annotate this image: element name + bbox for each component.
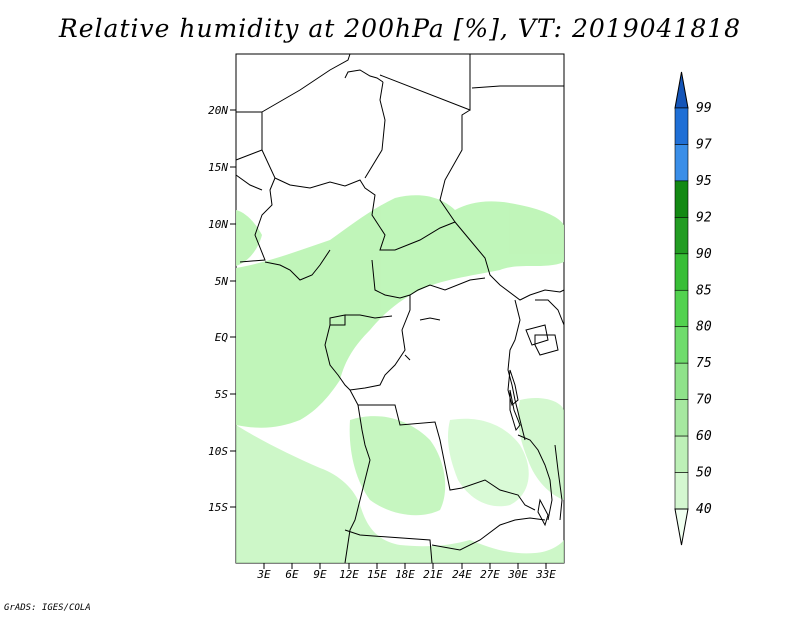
colorbar-level-label: 40 xyxy=(696,502,712,517)
colorbar-level-label: 75 xyxy=(696,356,712,371)
longitude-axis: 3E 6E 9E 12E 15E 18E 21E 24E 27E 30E 33E xyxy=(256,563,556,581)
colorbar-swatch xyxy=(674,253,689,291)
credit-text: GrADS: IGES/COLA xyxy=(4,603,91,613)
lon-tick-label: 9E xyxy=(313,568,327,581)
lat-tick-label: 5S xyxy=(215,388,229,401)
colorbar-level-label: 80 xyxy=(696,320,712,335)
lon-tick-label: 6E xyxy=(285,568,299,581)
lon-tick-label: 33E xyxy=(535,568,556,581)
map-panel xyxy=(235,53,565,564)
colorbar-swatch xyxy=(674,362,689,400)
colorbar-level-label: 85 xyxy=(696,283,712,298)
colorbar-swatch xyxy=(674,326,689,364)
lon-tick-label: 27E xyxy=(480,568,500,581)
colorbar-bottom-arrow xyxy=(674,508,689,546)
lat-tick-label: 5N xyxy=(215,275,229,288)
lon-tick-label: 12E xyxy=(339,568,359,581)
colorbar-level-label: 50 xyxy=(696,466,712,481)
latitude-axis: 20N 15N 10N 5N EQ 5S 10S 15S xyxy=(208,104,236,514)
colorbar-level-label: 90 xyxy=(696,247,712,262)
colorbar-level-label: 97 xyxy=(696,137,712,152)
lat-tick-label: 15S xyxy=(208,501,228,514)
colorbar-swatch xyxy=(674,289,689,328)
lon-tick-label: 3E xyxy=(256,568,271,581)
colorbar-swatch xyxy=(674,217,689,255)
lat-tick-label: 10N xyxy=(208,218,228,231)
humidity-shading xyxy=(236,195,564,563)
country-borders xyxy=(235,53,565,564)
colorbar-swatch xyxy=(674,144,689,182)
lakes xyxy=(404,317,549,527)
colorbar-level-label: 92 xyxy=(696,210,712,225)
lon-tick-label: 21E xyxy=(423,568,443,581)
lat-tick-label: EQ xyxy=(215,331,229,344)
colorbar-swatch xyxy=(674,399,689,437)
colorbar-legend: 40 50 60 70 75 80 85 90 92 95 97 99 xyxy=(674,71,712,546)
lon-tick-label: 15E xyxy=(367,568,387,581)
colorbar-top-arrow xyxy=(674,71,689,109)
lat-tick-label: 15N xyxy=(208,161,228,174)
lon-tick-label: 24E xyxy=(452,568,472,581)
colorbar-level-label: 95 xyxy=(696,174,712,189)
lat-tick-label: 20N xyxy=(208,104,228,117)
colorbar-swatch xyxy=(674,180,689,218)
colorbar-swatch xyxy=(674,435,689,473)
lon-tick-label: 18E xyxy=(395,568,415,581)
colorbar-level-label: 99 xyxy=(696,101,712,116)
colorbar-level-label: 60 xyxy=(696,429,712,444)
colorbar-swatch xyxy=(674,472,689,510)
lon-tick-label: 30E xyxy=(507,568,528,581)
lat-tick-label: 10S xyxy=(208,445,228,458)
map-title: Relative humidity at 200hPa [%], VT: 201… xyxy=(58,14,742,43)
colorbar-swatch xyxy=(674,107,689,145)
colorbar-level-label: 70 xyxy=(696,393,712,408)
